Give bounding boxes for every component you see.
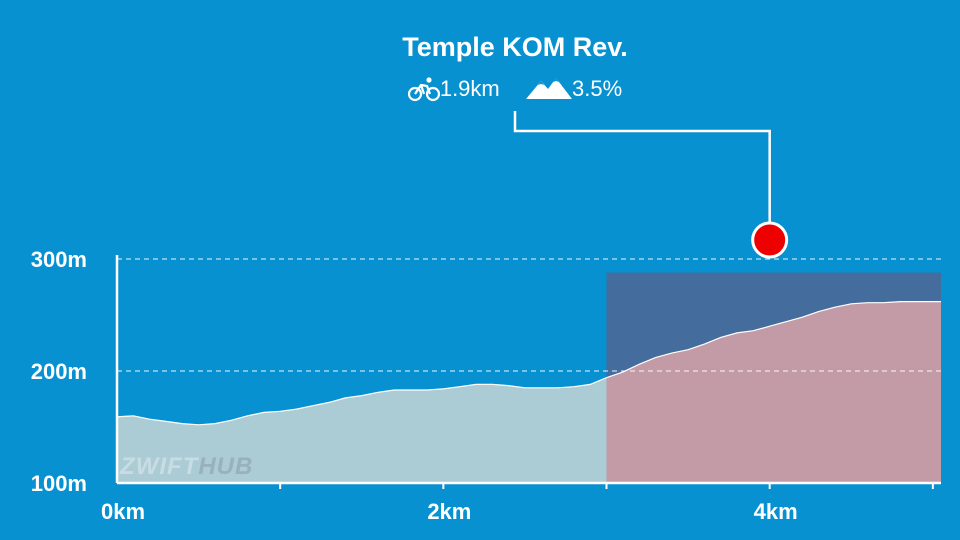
x-tick-label: 4km — [754, 499, 798, 524]
x-tick-label: 0km — [101, 499, 145, 524]
elevation-line — [116, 301, 941, 426]
segment-gradient: 3.5% — [572, 76, 623, 102]
segment-distance: 1.9km — [439, 76, 500, 102]
segment-callout-line — [513, 111, 771, 222]
x-tick-label: 2km — [427, 499, 471, 524]
y-tick-label: 300m — [31, 247, 87, 272]
y-tick-label: 200m — [31, 359, 87, 384]
bicycle-icon — [407, 77, 440, 102]
segment-elevation-area — [606, 301, 941, 483]
y-tick-label: 100m — [31, 471, 87, 496]
segment-marker — [751, 221, 789, 259]
segment-stats: 1.9km 3.5% — [0, 75, 960, 102]
mountain-icon — [526, 78, 572, 100]
zwifthub-watermark: ZWIFTHUB — [120, 453, 254, 480]
segment-title: Temple KOM Rev. — [402, 32, 628, 62]
